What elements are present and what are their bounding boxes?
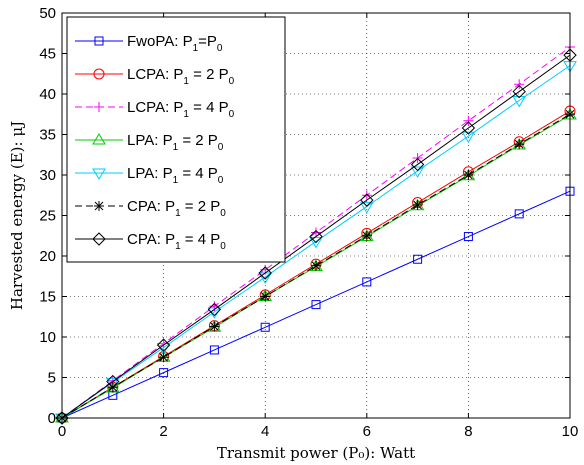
circle-marker <box>93 68 105 80</box>
series-line <box>61 65 571 419</box>
square-marker <box>159 368 169 378</box>
legend-item: LPA: P1 = 2 P0 <box>75 132 224 153</box>
legend-label: CPA: P1 = 4 P0 <box>127 231 226 252</box>
legend-item: LCPA: P1 = 4 P0 <box>75 99 235 120</box>
triangle-down-marker <box>359 202 374 214</box>
x-tick-label: 6 <box>363 423 371 440</box>
diamond-marker <box>258 266 272 280</box>
x-axis-label: Transmit power (P₀): Watt <box>217 444 415 462</box>
diamond-marker <box>461 121 476 135</box>
x-tick-label: 0 <box>58 423 66 440</box>
diamond-marker <box>309 229 323 244</box>
asterisk-marker <box>209 321 220 332</box>
diamond-marker <box>156 338 171 352</box>
triangle-down-marker <box>461 131 476 144</box>
legend-item: CPA: P1 = 4 P0 <box>75 231 226 252</box>
asterisk-marker <box>94 201 104 211</box>
x-tick-label: 10 <box>562 423 579 440</box>
y-tick-label: 20 <box>39 248 56 265</box>
plus-marker <box>94 102 104 112</box>
y-tick-label: 30 <box>39 167 56 184</box>
square-marker <box>362 277 372 287</box>
asterisk-marker <box>311 260 321 271</box>
square-marker <box>413 254 423 264</box>
legend-item: LPA: P1 = 4 P0 <box>75 165 224 186</box>
y-axis-label: Harvested energy (E): μJ <box>8 121 26 310</box>
legend-item: FwoPA: P1=P0 <box>75 33 223 54</box>
asterisk-marker <box>158 352 169 363</box>
diamond-marker <box>360 193 374 207</box>
x-tick-label: 2 <box>159 423 167 440</box>
diamond-marker <box>55 411 69 425</box>
diamond-marker <box>207 302 222 317</box>
legend-label: LPA: P1 = 4 P0 <box>127 165 224 186</box>
square-marker <box>463 232 473 242</box>
diamond-marker <box>410 157 425 172</box>
triangle-down-marker <box>512 95 527 108</box>
y-tick-label: 45 <box>39 46 56 63</box>
y-tick-label: 40 <box>39 86 56 103</box>
x-tick-label: 4 <box>261 423 269 440</box>
asterisk-marker <box>463 170 474 180</box>
square-marker <box>260 322 270 332</box>
asterisk-marker <box>514 139 525 150</box>
plus-marker <box>361 190 372 201</box>
asterisk-marker <box>412 199 423 210</box>
y-tick-label: 0 <box>48 410 56 427</box>
plus-marker <box>514 79 525 90</box>
square-marker <box>514 209 524 219</box>
diamond-marker <box>512 84 526 99</box>
triangle-down-marker <box>92 168 106 180</box>
legend-label: FwoPA: P1=P0 <box>127 33 223 54</box>
y-tick-label: 10 <box>39 329 56 346</box>
triangle-down-marker <box>410 166 425 178</box>
series-line <box>61 190 571 419</box>
axis-ticks: 0 2 4 6 8 10 0 5 10 15 20 25 30 35 40 45 50 <box>39 5 578 440</box>
legend-label: LCPA: P1 = 2 P0 <box>127 66 235 87</box>
square-marker <box>311 300 321 310</box>
series-7 <box>55 48 577 425</box>
square-marker <box>94 36 104 46</box>
asterisk-marker <box>260 291 271 302</box>
y-tick-label: 50 <box>39 5 56 22</box>
diamond-marker <box>106 374 120 389</box>
legend-item: CPA: P1 = 2 P0 <box>75 198 226 219</box>
asterisk-marker <box>361 230 372 241</box>
y-tick-label: 35 <box>39 127 56 144</box>
series-line <box>61 54 571 419</box>
legend: FwoPA: P1=P0 LCPA: P1 = 2 P0 LCPA: P1 = 4 … <box>66 16 286 263</box>
plus-marker <box>463 115 474 126</box>
plus-marker <box>311 227 321 238</box>
triangle-down-marker <box>309 236 323 249</box>
legend-item: LCPA: P1 = 2 P0 <box>75 66 235 87</box>
y-tick-label: 25 <box>39 208 56 225</box>
y-tick-label: 15 <box>39 289 56 306</box>
triangle-up-marker <box>92 133 106 145</box>
legend-label: LPA: P1 = 2 P0 <box>127 132 224 153</box>
square-marker <box>209 345 219 355</box>
diamond-marker <box>92 232 106 246</box>
y-tick-label: 5 <box>48 370 56 387</box>
x-tick-label: 8 <box>464 423 472 440</box>
legend-label: CPA: P1 = 2 P0 <box>127 198 226 219</box>
legend-label: LCPA: P1 = 4 P0 <box>127 99 235 120</box>
